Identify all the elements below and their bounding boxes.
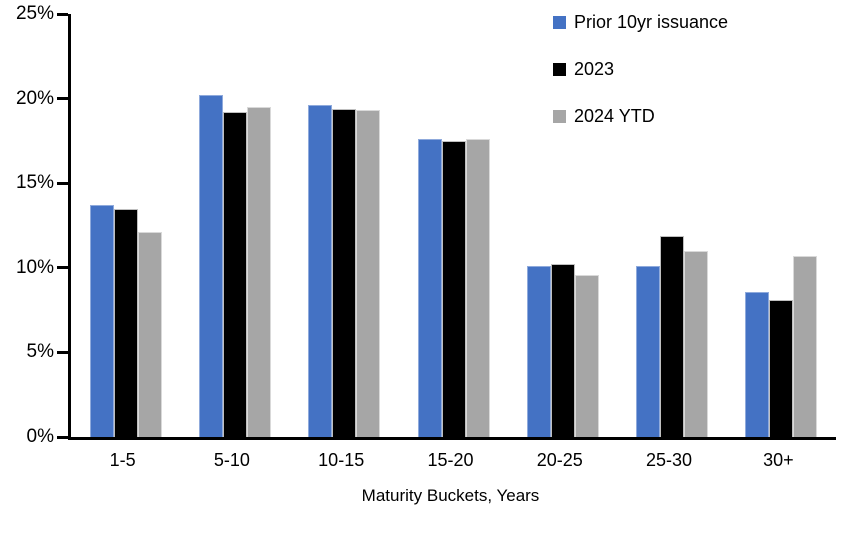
x-axis-title: Maturity Buckets, Years — [361, 486, 540, 505]
y-axis-tick-5 — [57, 350, 68, 354]
bar-2024-ytd-20-25 — [574, 274, 599, 437]
legend-item-2024-ytd: 2024 YTD — [553, 106, 728, 127]
x-axis-label-20-25: 20-25 — [536, 450, 583, 470]
x-axis-label-1-5: 1-5 — [109, 450, 136, 470]
x-axis-label-10-15: 10-15 — [318, 450, 365, 470]
bar-prior-10yr-issuance-5-10 — [198, 95, 223, 437]
x-axis-label-5-10: 5-10 — [213, 450, 250, 470]
bar-group-20-25 — [526, 264, 599, 437]
legend-label: 2023 — [574, 59, 615, 79]
legend-swatch-icon — [553, 110, 566, 123]
bar-2024-ytd-5-10 — [246, 107, 271, 437]
legend-label: 2024 YTD — [574, 106, 655, 126]
bar-prior-10yr-issuance-25-30 — [636, 266, 661, 437]
y-axis-labels: 0% 5% 10% 15% 20% 25% — [0, 3, 54, 447]
y-axis-label-15: 15% — [15, 172, 54, 194]
bar-prior-10yr-issuance-1-5 — [89, 205, 114, 437]
bar-2024-ytd-25-30 — [684, 250, 709, 437]
legend-item-2023: 2023 — [553, 59, 728, 80]
bar-group-15-20 — [417, 139, 490, 437]
bar-2024-ytd-15-20 — [465, 139, 490, 437]
bar-2024-ytd-10-15 — [356, 110, 381, 437]
bar-2023-25-30 — [660, 235, 685, 437]
bar-2023-5-10 — [222, 112, 247, 437]
x-axis-label-25-30: 25-30 — [646, 450, 693, 470]
bar-group-1-5 — [89, 205, 162, 437]
bar-2023-1-5 — [113, 208, 138, 437]
y-axis-tick-20 — [57, 97, 68, 101]
x-axis-label-15-20: 15-20 — [427, 450, 474, 470]
bar-2023-15-20 — [441, 140, 466, 437]
plot-area — [57, 12, 836, 440]
y-axis-tick-25 — [57, 12, 68, 16]
bar-prior-10yr-issuance-10-15 — [308, 105, 333, 437]
bar-group-10-15 — [308, 105, 381, 437]
bar-prior-10yr-issuance-30 — [745, 291, 770, 437]
legend-swatch-icon — [553, 63, 566, 76]
y-axis-tick-0 — [57, 435, 68, 439]
y-axis-label-0: 0% — [26, 426, 54, 447]
bar-2024-ytd-30 — [793, 255, 818, 437]
y-axis-label-5: 5% — [26, 341, 54, 363]
y-axis-label-20: 20% — [15, 87, 54, 109]
bar-2023-20-25 — [550, 264, 575, 437]
y-axis-label-25: 25% — [15, 3, 54, 24]
bar-group-5-10 — [198, 95, 271, 437]
y-axis-label-10: 10% — [15, 256, 54, 278]
y-axis-tick-10 — [57, 266, 68, 270]
y-axis-tick-15 — [57, 181, 68, 185]
legend: Prior 10yr issuance 2023 2024 YTD — [553, 12, 728, 153]
bar-2024-ytd-1-5 — [137, 232, 162, 437]
bar-group-25-30 — [636, 235, 709, 437]
legend-label: Prior 10yr issuance — [574, 12, 729, 32]
x-axis-labels: 1-5 5-10 10-15 15-20 20-25 25-30 30+ — [68, 449, 833, 475]
bar-2023-30 — [769, 299, 794, 437]
bar-prior-10yr-issuance-20-25 — [526, 266, 551, 437]
legend-swatch-icon — [553, 16, 566, 29]
bar-2023-10-15 — [332, 108, 357, 437]
bar-group-30 — [745, 255, 818, 437]
x-axis-label-30: 30+ — [763, 450, 794, 470]
legend-item-prior-10yr-issuance: Prior 10yr issuance — [553, 12, 728, 33]
bar-prior-10yr-issuance-15-20 — [417, 139, 442, 437]
